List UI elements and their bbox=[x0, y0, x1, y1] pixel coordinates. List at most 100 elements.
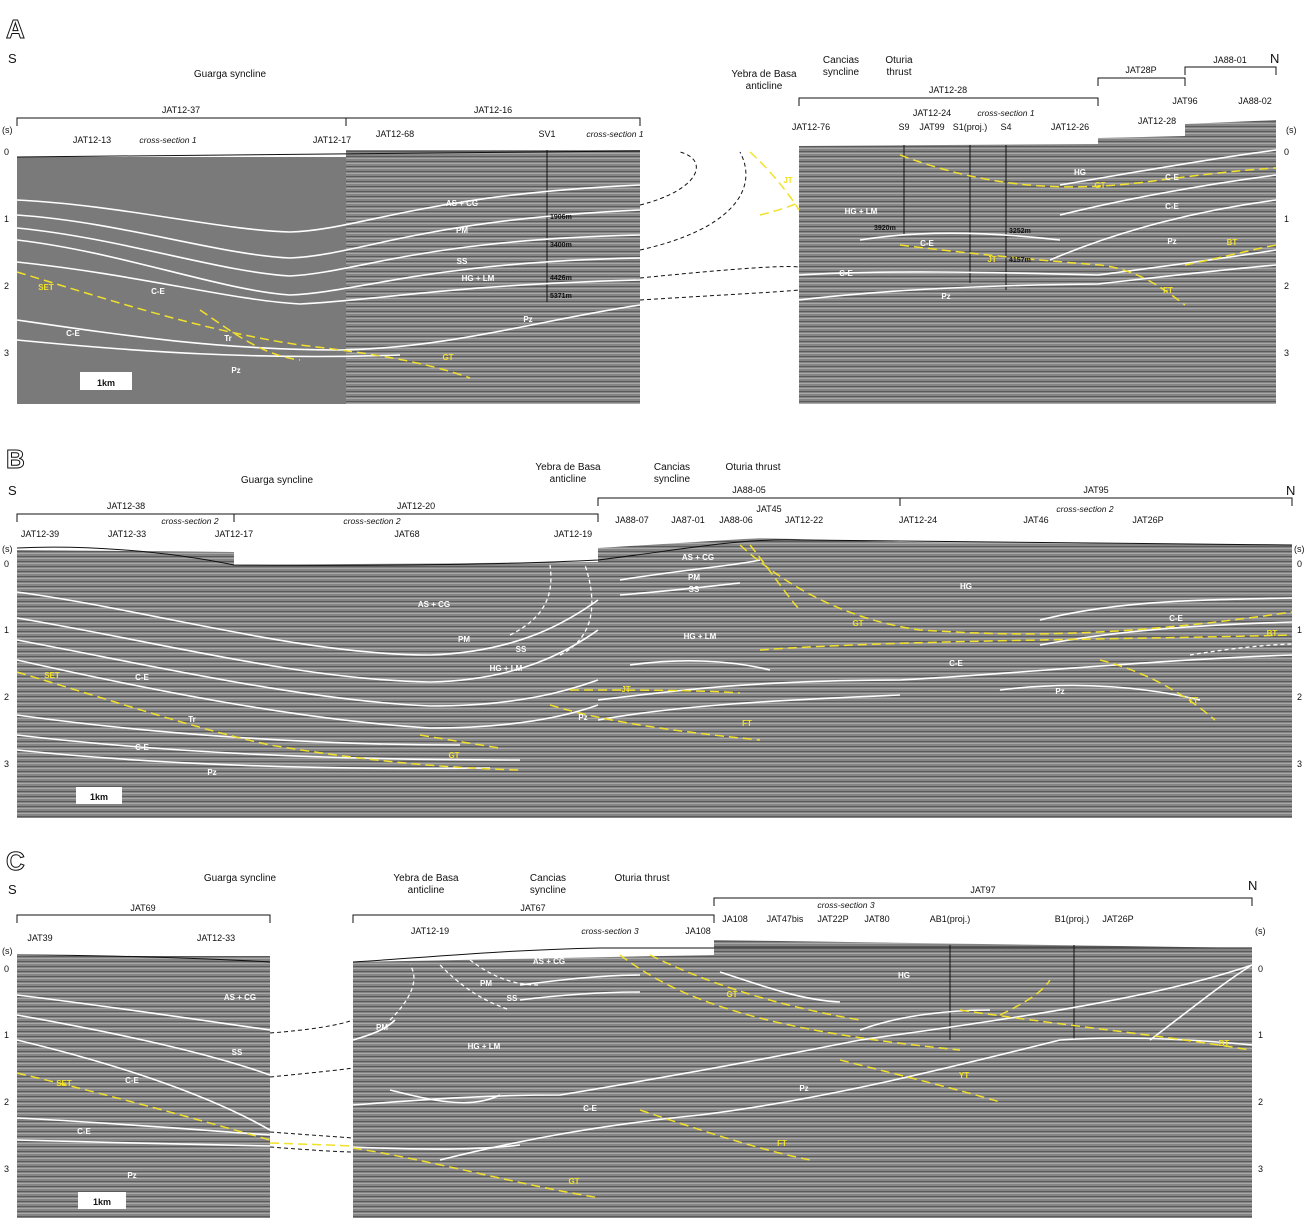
fault-label: GT bbox=[442, 353, 453, 362]
panel-a: A S N Guarga syncline Yebra de Basa anti… bbox=[2, 14, 1297, 404]
line-label: JAT97 bbox=[970, 885, 995, 895]
geo-cancias: Cancias bbox=[654, 462, 690, 473]
fault-label: JT bbox=[987, 255, 996, 264]
fault-label: BT bbox=[1227, 238, 1238, 247]
horizons-a bbox=[16, 149, 1277, 358]
line-label: JAT12-20 bbox=[397, 501, 435, 511]
scale-bar bbox=[78, 1192, 126, 1209]
unit-label: Pz bbox=[207, 768, 216, 777]
unit-label: C-E bbox=[135, 743, 149, 752]
time-axis-left-a: (s) 0 1 2 3 bbox=[2, 125, 13, 358]
horizons-b bbox=[16, 559, 1293, 770]
unit-label: C-E bbox=[135, 673, 149, 682]
scale-label: 1km bbox=[90, 792, 108, 802]
geo-yebra-de-basa: Yebra de Basa bbox=[535, 462, 601, 473]
unit-label: HG + LM bbox=[845, 207, 878, 216]
cross-section-label: cross-section 2 bbox=[1056, 504, 1113, 514]
fault-label: SET bbox=[44, 671, 60, 680]
unit-label: PM bbox=[456, 226, 468, 235]
loc-label: JAT46 bbox=[1023, 515, 1048, 525]
horizons-c bbox=[16, 964, 1253, 1161]
cross-section-label: cross-section 1 bbox=[139, 135, 196, 145]
axis-tick: 0 bbox=[4, 147, 9, 157]
line-label: JA88-01 bbox=[1213, 55, 1247, 65]
unit-labels-b: AS + CG PM SS HG + LM C-E Tr C-E Pz Pz A… bbox=[135, 553, 1183, 777]
axis-unit: (s) bbox=[1255, 926, 1266, 936]
unit-label: Pz bbox=[941, 292, 950, 301]
depth-label: 4426m bbox=[550, 275, 572, 282]
faults-c bbox=[16, 954, 1251, 1199]
panel-a-north: N bbox=[1270, 51, 1279, 66]
line-label: JA88-05 bbox=[732, 485, 766, 495]
axis-tick: 2 bbox=[4, 692, 9, 702]
seismic-section bbox=[346, 150, 640, 404]
loc-label: JAT68 bbox=[394, 529, 419, 539]
fault-label: JT bbox=[621, 685, 630, 694]
horizon-links-a bbox=[639, 151, 800, 301]
dashed-white-c bbox=[389, 959, 541, 1021]
axis-tick: 0 bbox=[4, 559, 9, 569]
panel-b-south: S bbox=[8, 483, 17, 498]
axis-tick: 0 bbox=[1284, 147, 1289, 157]
fault-labels-c: SET GT FT GT YT BT bbox=[56, 990, 1229, 1186]
geo-oturia-thrust: Oturia thrust bbox=[725, 462, 780, 473]
line-label: JAT95 bbox=[1083, 485, 1108, 495]
unit-label: HG bbox=[898, 971, 910, 980]
loc-label: JAT12-19 bbox=[411, 926, 449, 936]
geo-guarga-syncline: Guarga syncline bbox=[241, 475, 314, 486]
unit-label: SS bbox=[516, 645, 527, 654]
loc-label: AB1(proj.) bbox=[930, 914, 971, 924]
unit-label: HG bbox=[960, 582, 972, 591]
axis-tick: 1 bbox=[1258, 1030, 1263, 1040]
unit-label: SS bbox=[232, 1048, 243, 1057]
panel-c-south: S bbox=[8, 882, 17, 897]
line-bracket bbox=[597, 497, 901, 506]
unit-label: Pz bbox=[799, 1084, 808, 1093]
line-bracket bbox=[16, 117, 347, 126]
line-bracket bbox=[713, 897, 1253, 906]
fault-label: GT bbox=[1094, 181, 1105, 190]
cross-section-label: cross-section 1 bbox=[977, 108, 1034, 118]
unit-label: SS bbox=[457, 257, 468, 266]
unit-label: PM bbox=[458, 635, 470, 644]
geo-guarga-syncline: Guarga syncline bbox=[204, 873, 277, 884]
line-label: JAT12-16 bbox=[474, 105, 512, 115]
loc-label: JAT12-24 bbox=[913, 108, 951, 118]
unit-label: C-E bbox=[77, 1127, 91, 1136]
unit-label: HG + LM bbox=[684, 632, 717, 641]
fault-label: GT bbox=[726, 990, 737, 999]
fault-label: GT bbox=[852, 619, 863, 628]
panel-c-letter: C bbox=[6, 846, 25, 876]
axis-tick: 2 bbox=[4, 1097, 9, 1107]
unit-label: C-E bbox=[920, 239, 934, 248]
loc-label: JA108 bbox=[722, 914, 748, 924]
location-labels-b: JAT12-39 JAT12-33 JAT12-17 JAT68 JAT12-1… bbox=[21, 504, 1164, 539]
loc-label: JAT12-19 bbox=[554, 529, 592, 539]
axis-tick: 1 bbox=[1284, 214, 1289, 224]
depth-label: 1906m bbox=[550, 214, 572, 221]
scale-bar bbox=[76, 787, 122, 804]
geo-anticline: anticline bbox=[408, 885, 445, 896]
loc-label: JAT99 bbox=[919, 122, 944, 132]
depth-label: 3400m bbox=[550, 242, 572, 249]
dashed-white-b bbox=[509, 564, 1293, 656]
loc-label: S1(proj.) bbox=[953, 122, 988, 132]
topography bbox=[16, 539, 1293, 566]
geo-thrust: thrust bbox=[886, 67, 911, 78]
topography bbox=[16, 954, 271, 963]
fault-label: FT bbox=[1163, 286, 1173, 295]
panel-b-letter: B bbox=[6, 444, 25, 474]
fault-label: FT bbox=[777, 1139, 787, 1148]
unit-label: Pz bbox=[127, 1171, 136, 1180]
depth-label: 3252m bbox=[1009, 228, 1031, 235]
unit-label: Tr bbox=[188, 715, 196, 724]
line-label: JAT69 bbox=[130, 903, 155, 913]
axis-tick: 1 bbox=[4, 625, 9, 635]
axis-unit: (s) bbox=[2, 544, 13, 554]
line-bracket bbox=[345, 117, 641, 126]
line-label: JAT67 bbox=[520, 903, 545, 913]
location-labels-c: JAT39 JAT12-33 JAT12-19 JA108 JA108 JAT4… bbox=[27, 900, 1133, 943]
line-label: JAT28P bbox=[1125, 65, 1156, 75]
axis-tick: 2 bbox=[1284, 281, 1289, 291]
geo-syncline: syncline bbox=[823, 67, 860, 78]
